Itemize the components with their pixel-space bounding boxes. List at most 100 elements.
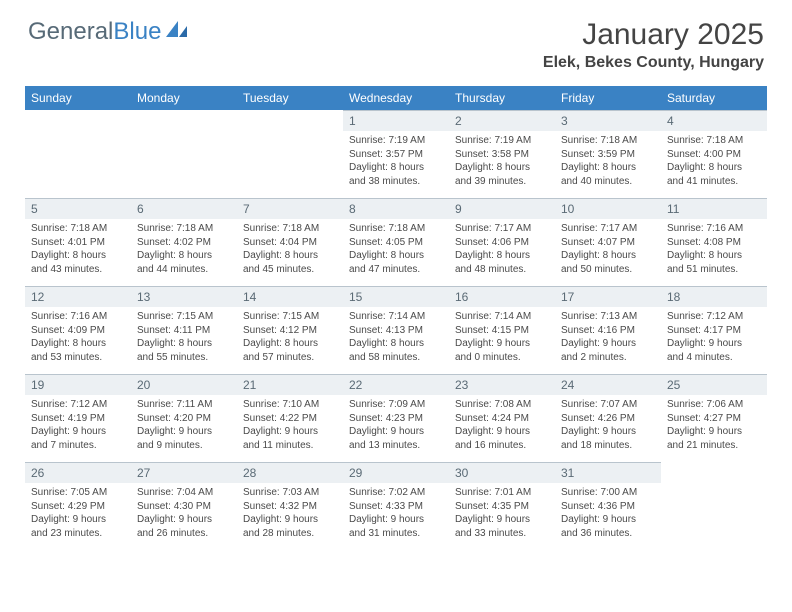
day-details: Sunrise: 7:02 AMSunset: 4:33 PMDaylight:… (343, 483, 449, 546)
day-number: 15 (343, 286, 449, 307)
calendar-cell: 11Sunrise: 7:16 AMSunset: 4:08 PMDayligh… (661, 198, 767, 286)
day-number: 7 (237, 198, 343, 219)
weekday-header: Thursday (449, 86, 555, 110)
day-details: Sunrise: 7:07 AMSunset: 4:26 PMDaylight:… (555, 395, 661, 458)
day-number: 24 (555, 374, 661, 395)
day-details: Sunrise: 7:17 AMSunset: 4:06 PMDaylight:… (449, 219, 555, 282)
calendar-cell: 27Sunrise: 7:04 AMSunset: 4:30 PMDayligh… (131, 462, 237, 550)
day-number: 29 (343, 462, 449, 483)
month-title: January 2025 (543, 18, 764, 52)
calendar-cell: 29Sunrise: 7:02 AMSunset: 4:33 PMDayligh… (343, 462, 449, 550)
calendar-cell (131, 110, 237, 198)
weekday-header: Saturday (661, 86, 767, 110)
calendar-cell: 1Sunrise: 7:19 AMSunset: 3:57 PMDaylight… (343, 110, 449, 198)
logo-text-gray: General (28, 18, 113, 46)
day-details: Sunrise: 7:19 AMSunset: 3:57 PMDaylight:… (343, 131, 449, 194)
weekday-header: Friday (555, 86, 661, 110)
calendar-cell: 3Sunrise: 7:18 AMSunset: 3:59 PMDaylight… (555, 110, 661, 198)
day-details: Sunrise: 7:18 AMSunset: 4:01 PMDaylight:… (25, 219, 131, 282)
day-details: Sunrise: 7:01 AMSunset: 4:35 PMDaylight:… (449, 483, 555, 546)
calendar-cell: 17Sunrise: 7:13 AMSunset: 4:16 PMDayligh… (555, 286, 661, 374)
calendar-cell: 6Sunrise: 7:18 AMSunset: 4:02 PMDaylight… (131, 198, 237, 286)
day-details: Sunrise: 7:17 AMSunset: 4:07 PMDaylight:… (555, 219, 661, 282)
day-details: Sunrise: 7:16 AMSunset: 4:09 PMDaylight:… (25, 307, 131, 370)
day-details: Sunrise: 7:18 AMSunset: 3:59 PMDaylight:… (555, 131, 661, 194)
day-details: Sunrise: 7:19 AMSunset: 3:58 PMDaylight:… (449, 131, 555, 194)
calendar-cell: 23Sunrise: 7:08 AMSunset: 4:24 PMDayligh… (449, 374, 555, 462)
day-number: 25 (661, 374, 767, 395)
calendar-cell: 7Sunrise: 7:18 AMSunset: 4:04 PMDaylight… (237, 198, 343, 286)
calendar-cell (237, 110, 343, 198)
calendar-cell: 30Sunrise: 7:01 AMSunset: 4:35 PMDayligh… (449, 462, 555, 550)
calendar-cell: 26Sunrise: 7:05 AMSunset: 4:29 PMDayligh… (25, 462, 131, 550)
calendar-cell: 4Sunrise: 7:18 AMSunset: 4:00 PMDaylight… (661, 110, 767, 198)
calendar-cell: 10Sunrise: 7:17 AMSunset: 4:07 PMDayligh… (555, 198, 661, 286)
weekday-header: Wednesday (343, 86, 449, 110)
calendar-cell: 24Sunrise: 7:07 AMSunset: 4:26 PMDayligh… (555, 374, 661, 462)
day-number: 21 (237, 374, 343, 395)
day-number: 6 (131, 198, 237, 219)
day-details: Sunrise: 7:08 AMSunset: 4:24 PMDaylight:… (449, 395, 555, 458)
day-number: 23 (449, 374, 555, 395)
day-number: 19 (25, 374, 131, 395)
title-block: January 2025 Elek, Bekes County, Hungary (543, 18, 764, 72)
day-number: 8 (343, 198, 449, 219)
day-details: Sunrise: 7:11 AMSunset: 4:20 PMDaylight:… (131, 395, 237, 458)
calendar-cell (661, 462, 767, 550)
page-header: GeneralBlue January 2025 Elek, Bekes Cou… (0, 0, 792, 78)
day-number: 1 (343, 110, 449, 131)
day-details: Sunrise: 7:12 AMSunset: 4:19 PMDaylight:… (25, 395, 131, 458)
logo: GeneralBlue (28, 18, 191, 46)
day-details: Sunrise: 7:18 AMSunset: 4:02 PMDaylight:… (131, 219, 237, 282)
logo-sail-icon (165, 18, 191, 46)
day-number: 17 (555, 286, 661, 307)
calendar-cell: 15Sunrise: 7:14 AMSunset: 4:13 PMDayligh… (343, 286, 449, 374)
day-details: Sunrise: 7:15 AMSunset: 4:12 PMDaylight:… (237, 307, 343, 370)
calendar-cell: 8Sunrise: 7:18 AMSunset: 4:05 PMDaylight… (343, 198, 449, 286)
day-number: 4 (661, 110, 767, 131)
day-number: 11 (661, 198, 767, 219)
weekday-header: Tuesday (237, 86, 343, 110)
day-details: Sunrise: 7:18 AMSunset: 4:05 PMDaylight:… (343, 219, 449, 282)
calendar-cell: 19Sunrise: 7:12 AMSunset: 4:19 PMDayligh… (25, 374, 131, 462)
day-number: 30 (449, 462, 555, 483)
calendar-cell (25, 110, 131, 198)
day-number: 16 (449, 286, 555, 307)
day-number: 10 (555, 198, 661, 219)
calendar-cell: 9Sunrise: 7:17 AMSunset: 4:06 PMDaylight… (449, 198, 555, 286)
location-subtitle: Elek, Bekes County, Hungary (543, 54, 764, 72)
day-details: Sunrise: 7:06 AMSunset: 4:27 PMDaylight:… (661, 395, 767, 458)
day-details: Sunrise: 7:14 AMSunset: 4:13 PMDaylight:… (343, 307, 449, 370)
day-details: Sunrise: 7:18 AMSunset: 4:04 PMDaylight:… (237, 219, 343, 282)
calendar-cell: 14Sunrise: 7:15 AMSunset: 4:12 PMDayligh… (237, 286, 343, 374)
day-details: Sunrise: 7:16 AMSunset: 4:08 PMDaylight:… (661, 219, 767, 282)
calendar-table: SundayMondayTuesdayWednesdayThursdayFrid… (25, 86, 767, 550)
day-details: Sunrise: 7:13 AMSunset: 4:16 PMDaylight:… (555, 307, 661, 370)
calendar-cell: 18Sunrise: 7:12 AMSunset: 4:17 PMDayligh… (661, 286, 767, 374)
day-number: 9 (449, 198, 555, 219)
calendar-cell: 20Sunrise: 7:11 AMSunset: 4:20 PMDayligh… (131, 374, 237, 462)
day-number: 13 (131, 286, 237, 307)
day-number: 31 (555, 462, 661, 483)
day-number: 27 (131, 462, 237, 483)
day-details: Sunrise: 7:05 AMSunset: 4:29 PMDaylight:… (25, 483, 131, 546)
day-number: 22 (343, 374, 449, 395)
calendar-cell: 28Sunrise: 7:03 AMSunset: 4:32 PMDayligh… (237, 462, 343, 550)
day-number: 18 (661, 286, 767, 307)
day-details: Sunrise: 7:18 AMSunset: 4:00 PMDaylight:… (661, 131, 767, 194)
day-details: Sunrise: 7:12 AMSunset: 4:17 PMDaylight:… (661, 307, 767, 370)
day-number: 2 (449, 110, 555, 131)
day-number: 14 (237, 286, 343, 307)
day-details: Sunrise: 7:09 AMSunset: 4:23 PMDaylight:… (343, 395, 449, 458)
day-number: 26 (25, 462, 131, 483)
weekday-header: Monday (131, 86, 237, 110)
calendar-body: 1Sunrise: 7:19 AMSunset: 3:57 PMDaylight… (25, 110, 767, 550)
day-details: Sunrise: 7:03 AMSunset: 4:32 PMDaylight:… (237, 483, 343, 546)
day-details: Sunrise: 7:04 AMSunset: 4:30 PMDaylight:… (131, 483, 237, 546)
calendar-cell: 5Sunrise: 7:18 AMSunset: 4:01 PMDaylight… (25, 198, 131, 286)
day-number: 28 (237, 462, 343, 483)
calendar-cell: 2Sunrise: 7:19 AMSunset: 3:58 PMDaylight… (449, 110, 555, 198)
calendar-cell: 31Sunrise: 7:00 AMSunset: 4:36 PMDayligh… (555, 462, 661, 550)
calendar-cell: 25Sunrise: 7:06 AMSunset: 4:27 PMDayligh… (661, 374, 767, 462)
day-details: Sunrise: 7:00 AMSunset: 4:36 PMDaylight:… (555, 483, 661, 546)
